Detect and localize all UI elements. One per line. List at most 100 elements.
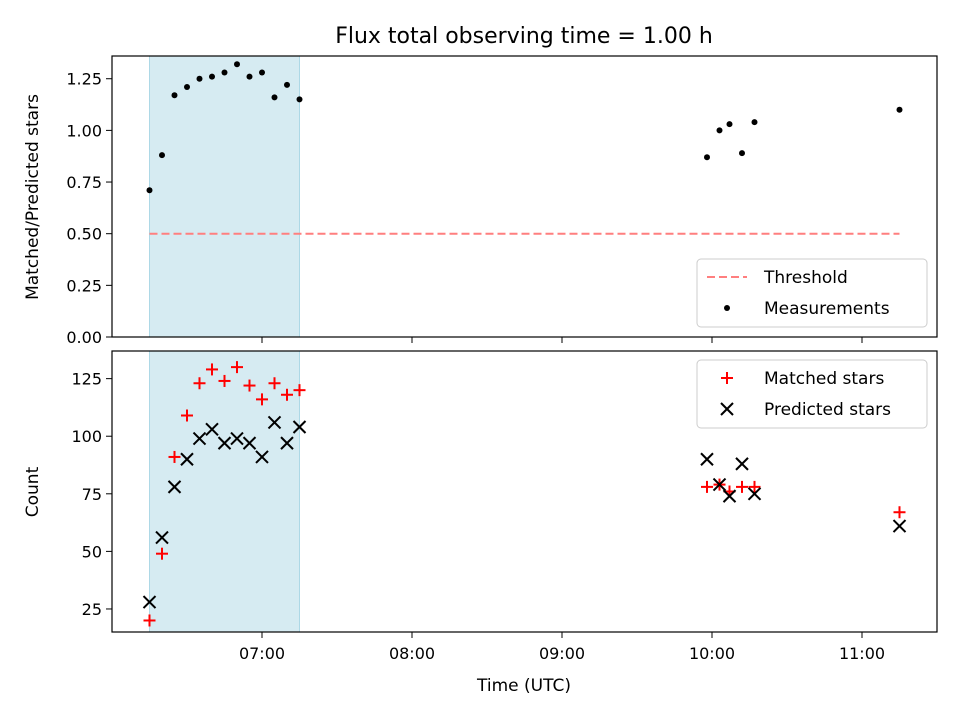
top-axes-frame — [111, 55, 938, 338]
measurement-point — [284, 81, 290, 88]
predicted-stars-point-b — [205, 422, 219, 437]
measurement-point — [196, 75, 203, 82]
measurement-point — [704, 154, 710, 161]
legend-label: Measurements — [764, 299, 890, 319]
predicted-stars-point-b — [722, 489, 737, 503]
matched-stars-point — [701, 480, 713, 493]
matched-stars-point — [748, 480, 761, 493]
measurement-point — [246, 73, 253, 80]
top-y-tick-label: 1.00 — [66, 121, 102, 140]
matched-stars-point — [293, 384, 306, 397]
predicted-stars-point — [142, 595, 157, 609]
top-legend-box — [696, 258, 928, 328]
x-tick-label: 09:00 — [539, 644, 585, 663]
legend-label: Matched stars — [764, 369, 884, 389]
bottom-shaded-span — [149, 350, 300, 633]
bottom-legend-box — [696, 359, 928, 429]
top-y-tick-label: 0.75 — [66, 173, 102, 192]
predicted-stars-point — [280, 436, 294, 450]
bottom-y-axis-label: Count — [23, 466, 43, 517]
matched-stars-point — [268, 377, 281, 390]
measurement-point — [271, 94, 278, 101]
bottom-y-tick-label: 25 — [82, 600, 102, 619]
measurement-point — [739, 150, 745, 157]
top-panel: 0.00 0.25 0.50 0.75 1.00 1.25 Threshold Measure… — [66, 55, 938, 347]
predicted-stars-point-b — [255, 450, 269, 464]
predicted-stars-point-b — [747, 487, 762, 501]
matched-stars-point — [143, 614, 156, 627]
measurement-point — [146, 187, 153, 194]
predicted-stars-point — [292, 420, 307, 434]
measurement-point — [726, 121, 733, 128]
matched-stars-point — [281, 388, 293, 401]
predicted-stars-point — [167, 480, 182, 494]
predicted-stars-point-b — [230, 431, 244, 446]
measurement-point — [296, 96, 303, 103]
top-y-axis-label: Matched/Predicted stars — [23, 94, 43, 300]
predicted-stars-point — [230, 431, 244, 446]
matched-stars-point — [256, 393, 268, 406]
top-y-tick-label: 0.00 — [66, 328, 102, 347]
measurement-point — [221, 69, 228, 76]
bottom-panel: 25 50 75 100 125 07:00 08:00 09:00 10:00 11:00 Mat… — [71, 350, 938, 663]
predicted-stars-point — [735, 457, 749, 471]
measurement-point — [234, 61, 240, 68]
predicted-stars-point — [712, 477, 727, 492]
predicted-stars-point-b — [142, 595, 157, 609]
x-tick-label: 07:00 — [239, 644, 285, 663]
matched-stars-point — [181, 409, 193, 422]
matched-stars-point — [736, 480, 748, 493]
predicted-stars-point-b — [180, 452, 194, 466]
matched-stars-point — [893, 506, 906, 519]
predicted-stars-point — [180, 452, 194, 466]
predicted-stars-point-b — [167, 480, 182, 494]
measurement-point — [209, 73, 215, 80]
matched-stars-point — [243, 379, 256, 392]
predicted-stars-point — [747, 487, 762, 501]
legend-label: Predicted stars — [764, 400, 891, 420]
predicted-stars-point-b — [735, 457, 749, 471]
matched-stars-point — [218, 374, 231, 387]
legend-measurements-swatch — [724, 305, 730, 311]
x-axis-label: Time (UTC) — [476, 676, 571, 696]
x-tick-label: 11:00 — [839, 644, 885, 663]
predicted-stars-point — [155, 530, 169, 545]
top-y-tick-label: 0.25 — [66, 276, 102, 295]
predicted-stars-point — [205, 422, 219, 437]
legend-predicted-swatch-b — [720, 402, 734, 416]
bottom-y-tick-label: 75 — [82, 485, 102, 504]
predicted-stars-point — [700, 452, 714, 466]
measurement-point — [171, 92, 178, 99]
predicted-stars-point — [892, 519, 907, 533]
bottom-y-tick-label: 125 — [71, 370, 102, 389]
measurement-point — [751, 119, 758, 126]
matched-stars-point — [231, 361, 243, 374]
predicted-stars-point-b — [292, 420, 307, 434]
measurement-point — [184, 83, 190, 90]
bottom-legend: Matched stars Predicted stars — [696, 359, 928, 429]
predicted-stars-point — [217, 436, 232, 450]
predicted-stars-point-b — [267, 415, 282, 430]
measurement-point — [896, 106, 903, 113]
matched-stars-point — [168, 450, 181, 463]
measurement-point — [159, 152, 165, 159]
predicted-stars-point-b — [242, 436, 257, 450]
predicted-stars-point — [242, 436, 257, 450]
predicted-stars-point-b — [700, 452, 714, 466]
measurement-point — [716, 127, 723, 134]
predicted-stars-point — [255, 450, 269, 464]
predicted-stars-point-b — [280, 436, 294, 450]
bottom-y-tick-label: 100 — [71, 427, 102, 446]
legend-matched-swatch — [721, 372, 733, 384]
matched-stars-point — [193, 377, 206, 390]
matched-stars-point — [156, 547, 168, 560]
measurement-point — [259, 69, 265, 76]
legend-label: Threshold — [763, 268, 848, 288]
predicted-stars-point-b — [155, 530, 169, 545]
top-y-tick-label: 1.25 — [66, 70, 102, 89]
predicted-stars-point-b — [892, 519, 907, 533]
predicted-stars-point-b — [712, 477, 727, 492]
legend-predicted-swatch — [720, 402, 734, 416]
x-tick-label: 08:00 — [389, 644, 435, 663]
